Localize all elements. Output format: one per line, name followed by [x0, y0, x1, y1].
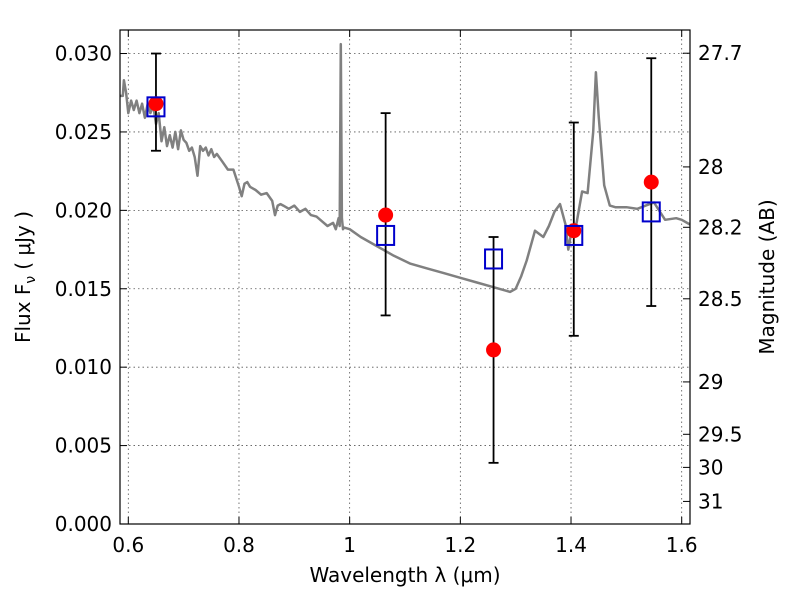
y2-tick-label: 28: [698, 155, 723, 179]
y-tick-label: 0.025: [55, 120, 112, 144]
model-square: [641, 201, 661, 223]
x-tick-label: 1.4: [555, 533, 587, 557]
model-squares: [146, 96, 661, 270]
x-axis-label: Wavelength λ (μm): [309, 563, 500, 587]
y-tick-label: 0.030: [55, 42, 112, 66]
y2-tick-label: 27.7: [698, 41, 743, 65]
x-tick-label: 0.6: [112, 533, 144, 557]
y2-tick-label: 31: [698, 489, 723, 513]
model-square: [376, 224, 396, 246]
template-sed-line: [120, 42, 691, 294]
x-tick-label: 0.8: [223, 533, 255, 557]
observed-point: [486, 342, 502, 358]
y2-axis-label: Magnitude (AB): [755, 199, 779, 354]
plot-frame: [119, 29, 691, 525]
model-square: [564, 224, 584, 246]
x-tick-label: 1.6: [666, 533, 698, 557]
y2-tick-label: 28.5: [698, 287, 743, 311]
observed-point: [148, 96, 164, 112]
observed-point: [643, 174, 659, 190]
y-axis-label: Flux Fν ( μJy ): [11, 211, 39, 343]
y2-tick-label: 30: [698, 455, 723, 479]
observed-point: [378, 207, 394, 223]
x-tick-label: 1.2: [444, 533, 476, 557]
y-tick-label: 0.015: [55, 277, 112, 301]
x-tick-label: 1: [343, 533, 356, 557]
y-axis-label-unit: ( μJy ): [11, 211, 35, 270]
sed-polyline: [120, 42, 691, 294]
y2-tick-label: 28.2: [698, 215, 743, 239]
y-tick-label: 0.000: [55, 512, 112, 536]
y-tick-label: 0.020: [55, 198, 112, 222]
y2-tick-label: 29.5: [698, 422, 743, 446]
observed-points: [148, 96, 659, 358]
y-axis-label-main: Flux F: [11, 284, 35, 343]
y-axis-label-sub: ν: [23, 276, 39, 284]
model-square: [484, 248, 504, 270]
model-square: [146, 96, 166, 118]
axis-ticks: 0.6 0.8 1 1.2 1.4 1.6 0.000 0.005 0.010 0.015 0.02…: [55, 30, 743, 557]
axis-labels: Wavelength λ (μm) Flux Fν ( μJy ) Magnitu…: [11, 199, 779, 587]
y2-tick-label: 29: [698, 370, 723, 394]
y-tick-label: 0.010: [55, 355, 112, 379]
observed-point: [566, 223, 582, 239]
y-tick-label: 0.005: [55, 434, 112, 458]
